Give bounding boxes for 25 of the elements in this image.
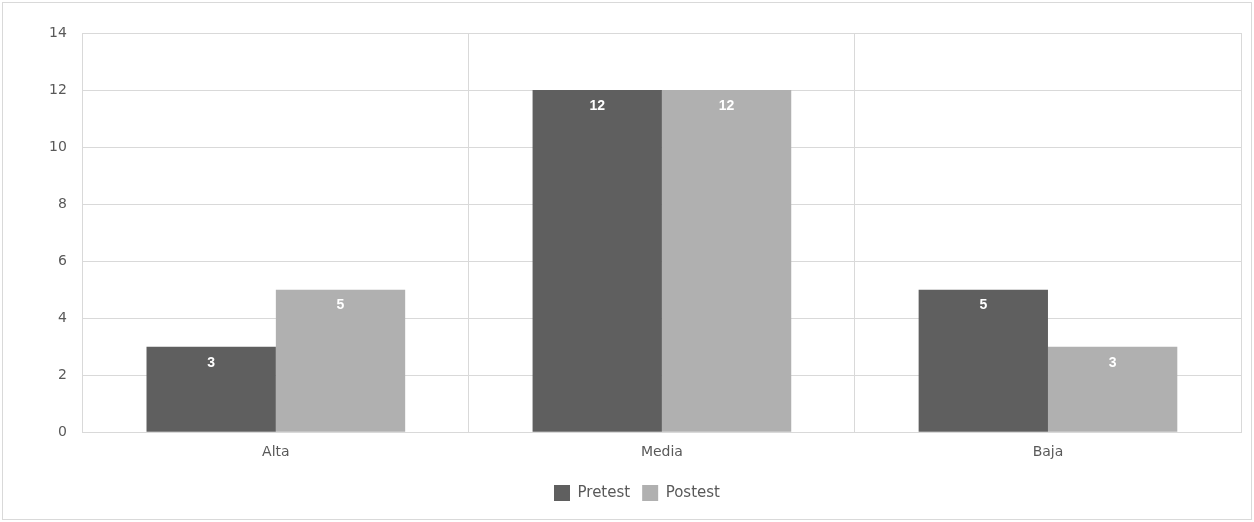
data-label: 12 [589, 96, 606, 113]
data-label: 3 [1108, 353, 1117, 370]
bar [532, 90, 662, 432]
data-label: 12 [718, 96, 735, 113]
x-tick-label: Alta [262, 443, 290, 460]
bar [275, 289, 406, 432]
legend-label: Postest [665, 482, 721, 501]
y-tick-label: 14 [48, 23, 67, 40]
y-tick-label: 12 [48, 80, 67, 97]
y-tick-label: 8 [57, 194, 67, 211]
x-tick-label: Baja [1032, 443, 1064, 460]
y-tick-label: 10 [48, 137, 67, 154]
data-label: 5 [979, 296, 988, 313]
bar [918, 289, 1048, 432]
y-tick-label: 6 [57, 251, 67, 268]
legend-label: Pretest [577, 482, 631, 501]
y-tick-label: 0 [57, 422, 67, 439]
y-tick-label: 4 [57, 308, 67, 325]
bar [146, 346, 276, 432]
bar [661, 90, 792, 432]
bar [1047, 346, 1178, 432]
data-label: 3 [207, 353, 216, 370]
data-label: 5 [336, 296, 345, 313]
x-tick-label: Media [640, 443, 683, 460]
y-tick-label: 2 [57, 365, 67, 382]
